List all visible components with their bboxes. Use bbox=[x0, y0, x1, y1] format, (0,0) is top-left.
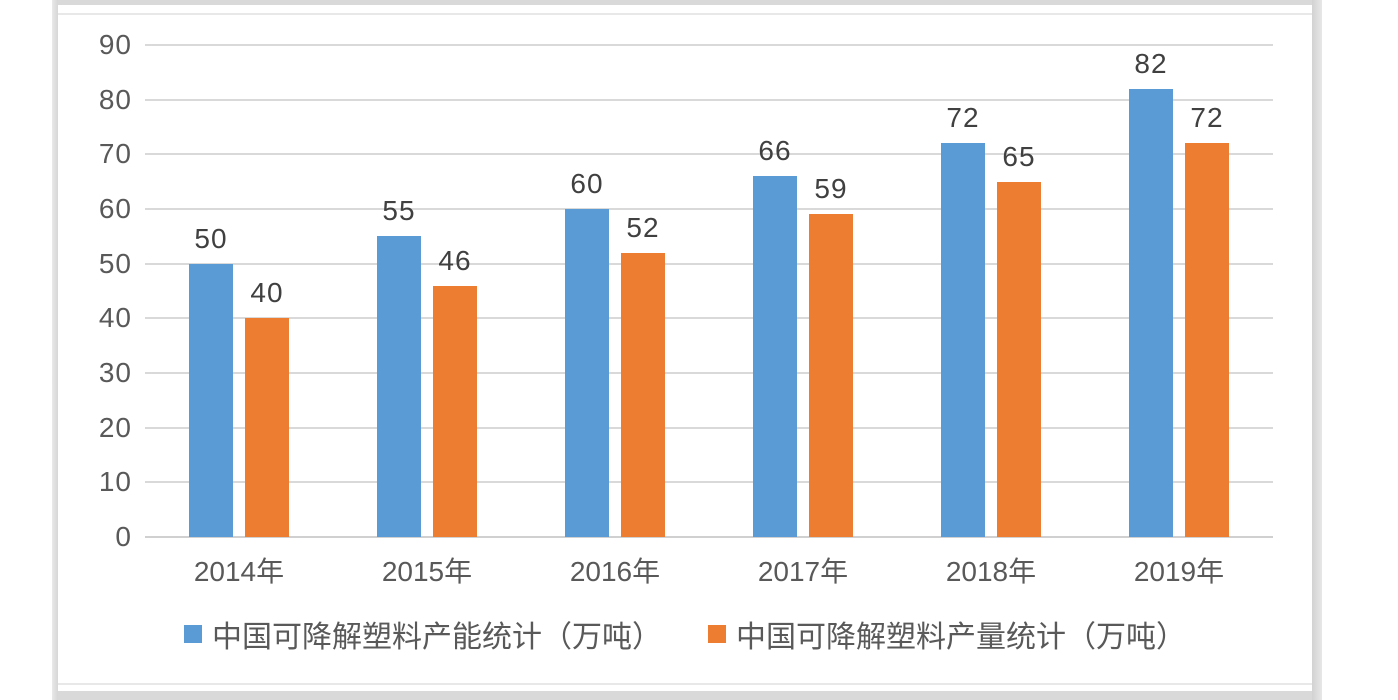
gridline-30 bbox=[145, 372, 1273, 374]
y-tick-label-0: 0 bbox=[115, 521, 132, 552]
legend-marker-icon bbox=[708, 625, 726, 643]
bar-capacity-2014年 bbox=[189, 263, 233, 537]
value-label-capacity-2015年: 55 bbox=[382, 195, 416, 227]
x-tick-label-2014年: 2014年 bbox=[193, 556, 285, 587]
value-label-capacity-2019年: 82 bbox=[1134, 47, 1168, 79]
x-tick-label-2018年: 2018年 bbox=[945, 556, 1037, 587]
bar-capacity-2016年 bbox=[565, 209, 609, 537]
gridline-0 bbox=[145, 536, 1273, 538]
gridline-20 bbox=[145, 426, 1273, 429]
y-tick-label-80: 80 bbox=[98, 83, 132, 115]
value-label-output-2017年: 59 bbox=[814, 173, 848, 205]
bar-output-2015年 bbox=[433, 285, 477, 537]
bar-output-2017年 bbox=[809, 214, 853, 537]
gridline-10 bbox=[145, 481, 1273, 484]
value-label-output-2018年: 65 bbox=[1002, 140, 1036, 172]
legend-label: 中国可降解塑料产量统计（万吨） bbox=[736, 621, 1186, 654]
chart-frame-border-top bbox=[58, 13, 1312, 15]
y-tick-label-50: 50 bbox=[98, 247, 132, 279]
legend-item-output: 中国可降解塑料产量统计（万吨） bbox=[708, 612, 1186, 656]
value-label-capacity-2016年: 60 bbox=[570, 168, 604, 199]
y-tick-label-20: 20 bbox=[98, 411, 132, 443]
bar-capacity-2017年 bbox=[753, 176, 797, 537]
value-label-output-2014年: 40 bbox=[250, 277, 284, 309]
bar-output-2016年 bbox=[621, 252, 665, 537]
y-tick-label-40: 40 bbox=[98, 302, 132, 334]
y-tick-label-60: 60 bbox=[98, 193, 132, 224]
window-edge-left bbox=[52, 0, 58, 700]
bar-output-2018年 bbox=[997, 181, 1041, 537]
bar-capacity-2018年 bbox=[941, 143, 985, 537]
value-label-capacity-2014年: 50 bbox=[194, 222, 228, 254]
y-tick-label-30: 30 bbox=[98, 357, 132, 388]
gridline-90 bbox=[145, 44, 1273, 46]
window-edge-bottom bbox=[58, 691, 1312, 700]
x-tick-label-2019年: 2019年 bbox=[1133, 556, 1225, 587]
y-tick-label-90: 90 bbox=[98, 29, 132, 60]
gridline-40 bbox=[145, 317, 1273, 320]
window-edge-top bbox=[58, 0, 1312, 5]
chart-frame-border-bottom bbox=[58, 683, 1312, 685]
value-label-output-2015年: 46 bbox=[438, 244, 472, 276]
legend-item-capacity: 中国可降解塑料产能统计（万吨） bbox=[184, 612, 662, 656]
legend-label: 中国可降解塑料产能统计（万吨） bbox=[212, 621, 662, 654]
gridline-50 bbox=[145, 262, 1273, 265]
legend: 中国可降解塑料产能统计（万吨） 中国可降解塑料产量统计（万吨） bbox=[58, 612, 1312, 656]
value-label-capacity-2018年: 72 bbox=[946, 102, 980, 134]
gridline-80 bbox=[145, 98, 1273, 101]
y-tick-label-10: 10 bbox=[98, 466, 132, 498]
gridline-70 bbox=[145, 153, 1273, 156]
bar-capacity-2019年 bbox=[1129, 88, 1173, 537]
gridline-60 bbox=[145, 208, 1273, 210]
value-label-output-2019年: 72 bbox=[1190, 102, 1224, 134]
bar-output-2014年 bbox=[245, 318, 289, 537]
legend-marker-icon bbox=[184, 625, 202, 643]
value-label-output-2016年: 52 bbox=[626, 211, 660, 243]
window-edge-right bbox=[1312, 0, 1322, 700]
bar-output-2019年 bbox=[1185, 143, 1229, 537]
x-tick-label-2016年: 2016年 bbox=[569, 556, 661, 587]
bar-capacity-2015年 bbox=[377, 236, 421, 537]
value-label-capacity-2017年: 66 bbox=[758, 135, 792, 167]
y-tick-label-70: 70 bbox=[98, 138, 132, 170]
x-tick-label-2015年: 2015年 bbox=[381, 556, 473, 587]
x-tick-label-2017年: 2017年 bbox=[757, 556, 849, 587]
